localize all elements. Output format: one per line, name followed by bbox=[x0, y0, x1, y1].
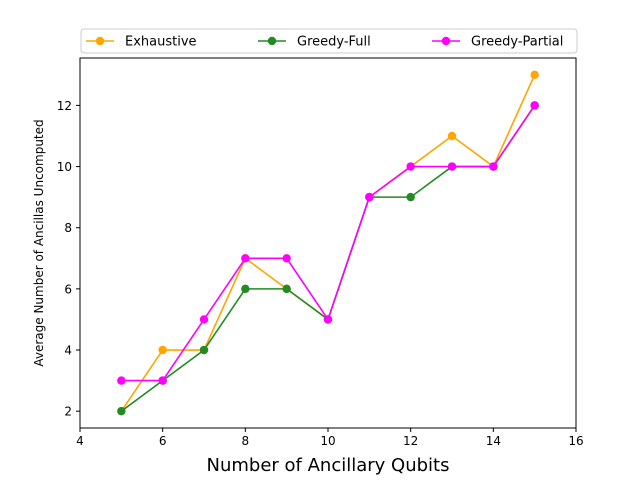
y-tick-label: 2 bbox=[64, 405, 72, 419]
legend-entry: Greedy-Partial bbox=[432, 35, 563, 50]
data-point bbox=[447, 131, 457, 141]
x-axis-title: Number of Ancillary Qubits bbox=[207, 455, 450, 476]
x-tick-label: 12 bbox=[403, 434, 418, 448]
data-point bbox=[530, 101, 539, 110]
x-tick-label: 10 bbox=[320, 434, 335, 448]
data-point bbox=[241, 254, 250, 263]
data-point bbox=[406, 162, 415, 171]
x-tick-label: 8 bbox=[242, 434, 250, 448]
data-point bbox=[406, 192, 415, 202]
x-tick-label: 4 bbox=[76, 434, 84, 448]
y-tick-label: 4 bbox=[64, 344, 72, 358]
x-tick-label: 14 bbox=[486, 434, 501, 448]
legend-label: Greedy-Partial bbox=[471, 35, 563, 50]
data-point bbox=[158, 345, 167, 355]
data-point bbox=[117, 376, 126, 385]
data-point bbox=[447, 162, 457, 171]
y-axis-ticks: 2 4 6 8 10 12 bbox=[57, 99, 80, 419]
legend-marker bbox=[441, 36, 451, 46]
series-layer bbox=[117, 70, 539, 416]
data-point bbox=[241, 284, 250, 294]
data-point bbox=[282, 254, 291, 263]
legend-entry: Greedy-Full bbox=[258, 35, 371, 50]
legend-marker bbox=[267, 36, 277, 46]
data-point bbox=[530, 70, 539, 80]
data-point bbox=[158, 376, 167, 385]
x-axis-ticks: 4 6 8 10 12 14 16 bbox=[76, 428, 584, 448]
y-axis-title: Average Number of Ancillas Uncomputed bbox=[32, 119, 46, 366]
legend-label: Greedy-Full bbox=[297, 35, 371, 50]
x-tick-label: 16 bbox=[568, 434, 583, 448]
legend-marker bbox=[95, 36, 105, 46]
data-point bbox=[282, 284, 291, 294]
legend-box bbox=[80, 28, 578, 54]
legend-label: Exhaustive bbox=[125, 35, 197, 50]
legend-entry: Exhaustive bbox=[86, 35, 197, 50]
y-tick-label: 12 bbox=[57, 99, 72, 113]
data-point bbox=[489, 162, 498, 171]
x-tick-label: 6 bbox=[159, 434, 167, 448]
data-point bbox=[117, 406, 126, 416]
data-point bbox=[199, 315, 209, 324]
data-point bbox=[323, 315, 333, 324]
data-point bbox=[365, 192, 374, 202]
y-tick-label: 10 bbox=[57, 160, 72, 174]
legend: Exhaustive Greedy-Full Greedy-Partial bbox=[80, 28, 578, 54]
series-greedy-partial bbox=[117, 101, 539, 385]
y-tick-label: 6 bbox=[64, 282, 72, 296]
y-tick-label: 8 bbox=[64, 221, 72, 235]
data-point bbox=[199, 345, 209, 355]
